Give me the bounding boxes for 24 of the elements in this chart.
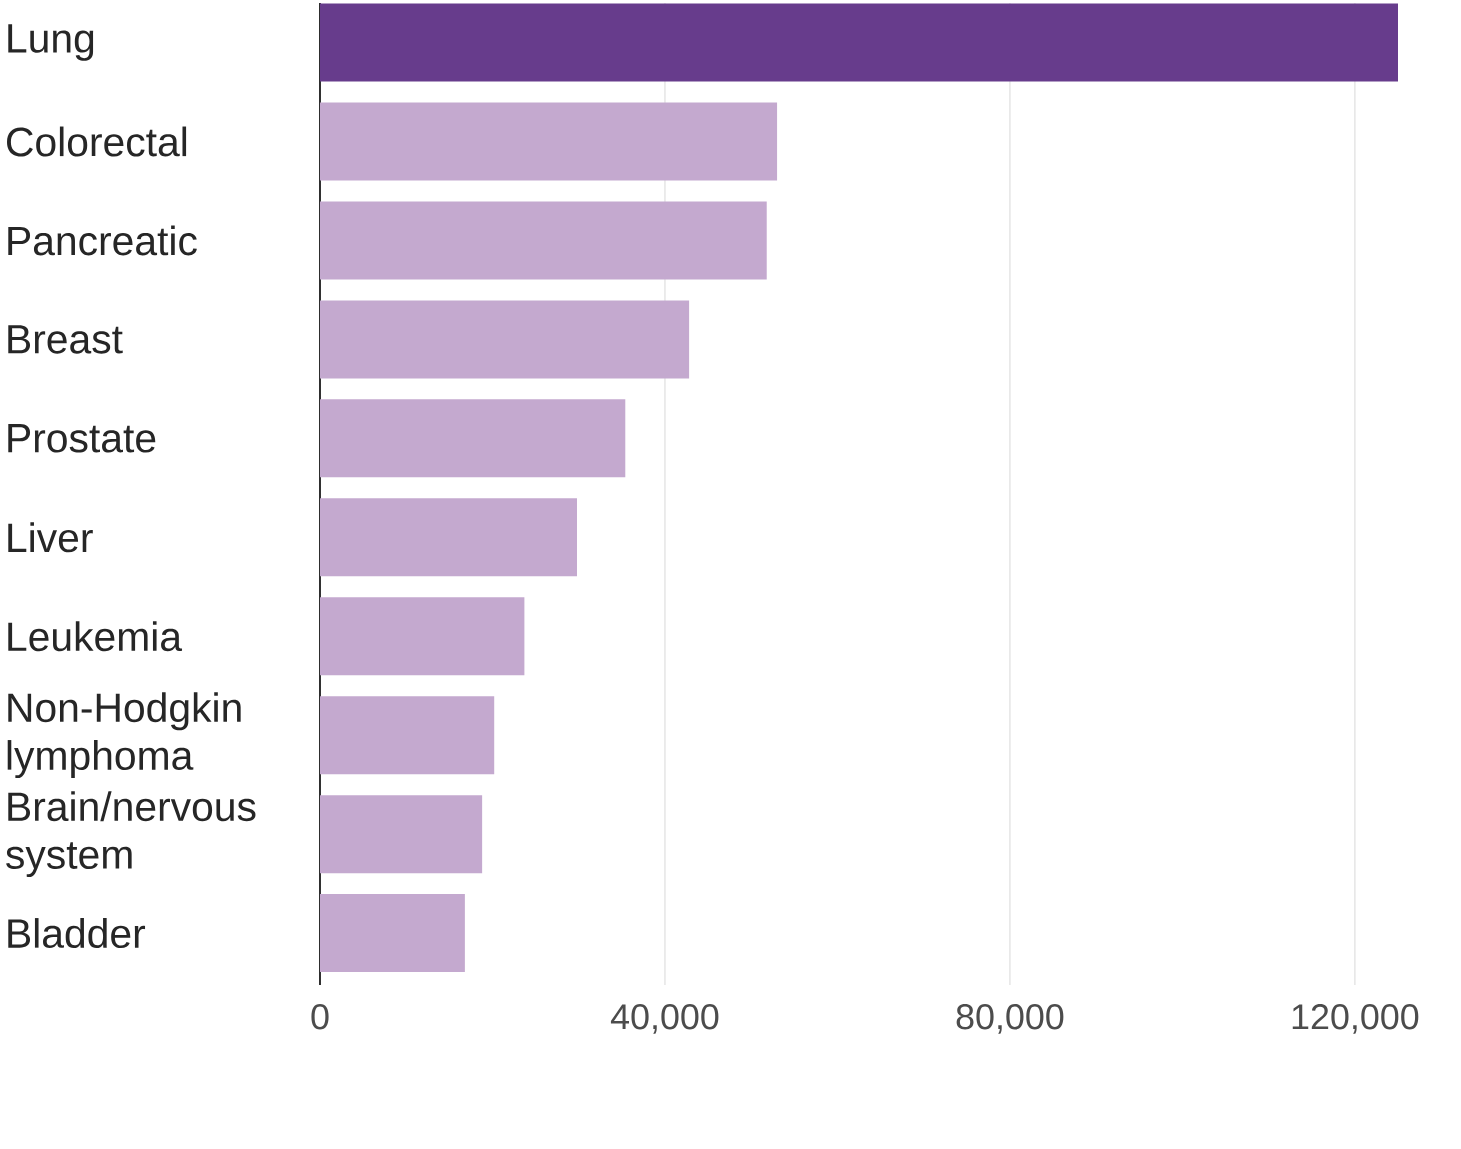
bar xyxy=(319,696,495,775)
y-tick-label: Lung xyxy=(8,24,94,61)
x-tick-label: 80,000 xyxy=(956,1004,1064,1034)
y-tick-label: Non-Hodgkin lymphoma xyxy=(7,692,241,779)
bar xyxy=(319,795,483,874)
y-tick-label: Brain/nervous system xyxy=(6,791,256,878)
x-tick-label: 0 xyxy=(311,1004,329,1030)
y-tick-label: Prostate xyxy=(8,424,156,453)
y-tick-label: Colorectal xyxy=(7,126,187,157)
bar xyxy=(319,498,577,577)
bar xyxy=(319,894,465,973)
y-tick-label: Breast xyxy=(8,325,123,354)
bar xyxy=(319,399,626,478)
bar xyxy=(319,3,1399,82)
y-tick-label: Bladder xyxy=(8,918,146,949)
y-tick-label: Liver xyxy=(8,522,93,553)
y-tick-label: Leukemia xyxy=(8,621,183,652)
bar xyxy=(319,597,525,676)
bar xyxy=(319,102,778,181)
bar xyxy=(319,300,690,379)
y-tick-label: Pancreatic xyxy=(8,225,197,256)
x-tick-label: 40,000 xyxy=(610,1004,719,1034)
x-tick-label: 120,000 xyxy=(1292,1004,1419,1034)
bar xyxy=(319,201,767,280)
